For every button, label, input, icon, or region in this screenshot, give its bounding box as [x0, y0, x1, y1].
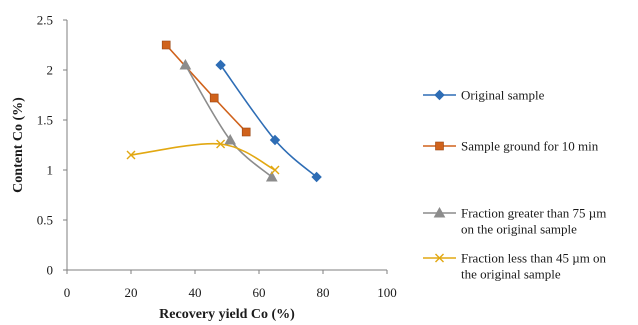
x-tick-label: 80	[317, 285, 330, 300]
legend-marker	[435, 253, 444, 263]
data-point	[269, 134, 281, 146]
x-axis-title: Recovery yield Co (%)	[159, 307, 295, 322]
data-point	[161, 40, 171, 50]
legend-item: Sample ground for 10 min	[423, 139, 599, 154]
legend-item: Original sample	[423, 88, 545, 103]
x-tick-label: 20	[125, 285, 138, 300]
y-tick-label: 2	[47, 63, 54, 78]
series-line	[130, 142, 276, 171]
data-point	[126, 150, 136, 160]
legend-marker	[433, 206, 446, 218]
legend-marker	[434, 89, 445, 101]
axes: 0 0.5 1 1.5 2 2.5 0 20 40 60 80 100	[37, 13, 397, 301]
legend-label: the original sample	[461, 267, 561, 282]
y-tick-label: 2.5	[37, 13, 53, 28]
series-2	[161, 40, 251, 137]
data-point	[215, 59, 226, 71]
series-layer	[126, 40, 322, 183]
data-point	[224, 133, 237, 145]
legend-label: Fraction less than 45 µm on	[461, 251, 607, 266]
x-tick-label: 40	[189, 285, 202, 300]
series-line	[165, 44, 247, 133]
y-tick-label: 0.5	[37, 213, 53, 228]
data-point	[265, 170, 278, 182]
data-point	[216, 139, 226, 149]
data-point	[311, 171, 322, 183]
y-tick-label: 0	[47, 263, 54, 278]
data-point	[241, 127, 251, 137]
legend-label: Original sample	[461, 88, 545, 103]
x-tick-label: 0	[64, 285, 71, 300]
legend-label: on the original sample	[461, 222, 577, 237]
legend-label: Sample ground for 10 min	[461, 139, 599, 154]
data-point	[209, 93, 219, 103]
y-tick-label: 1.5	[37, 113, 53, 128]
x-tick-label: 100	[377, 285, 397, 300]
legend-marker	[435, 141, 444, 151]
x-tick-label: 60	[253, 285, 266, 300]
legend: Original sample Sample ground for 10 min F…	[423, 88, 607, 282]
series-1	[215, 59, 322, 183]
y-tick-label: 1	[47, 163, 54, 178]
legend-label: Fraction greater than 75 µm	[461, 206, 606, 221]
y-axis-title: Content Co (%)	[11, 97, 26, 193]
series-4	[126, 139, 280, 175]
series-3	[179, 58, 278, 182]
data-point	[270, 165, 280, 175]
data-point	[179, 58, 192, 70]
